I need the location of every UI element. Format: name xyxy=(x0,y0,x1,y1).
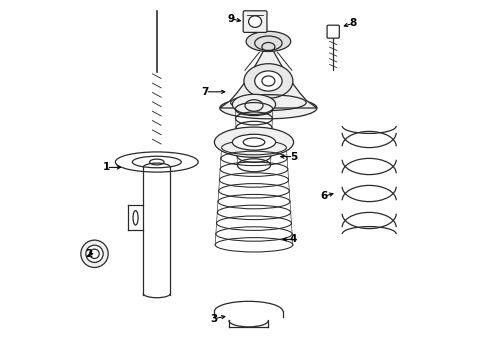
FancyBboxPatch shape xyxy=(243,11,267,32)
Ellipse shape xyxy=(232,134,275,150)
Ellipse shape xyxy=(232,94,275,114)
Ellipse shape xyxy=(220,97,317,119)
Text: 3: 3 xyxy=(211,314,218,324)
Text: 8: 8 xyxy=(349,18,357,28)
Polygon shape xyxy=(220,41,317,108)
FancyBboxPatch shape xyxy=(327,25,339,38)
Ellipse shape xyxy=(116,152,198,172)
Ellipse shape xyxy=(248,16,262,27)
Ellipse shape xyxy=(215,127,294,157)
Ellipse shape xyxy=(81,240,108,267)
Text: 2: 2 xyxy=(85,249,92,259)
Text: 5: 5 xyxy=(290,152,297,162)
Text: 1: 1 xyxy=(103,162,110,172)
Ellipse shape xyxy=(246,31,291,51)
Text: 7: 7 xyxy=(202,87,209,97)
Text: 6: 6 xyxy=(320,191,328,201)
Text: 9: 9 xyxy=(227,14,234,24)
Ellipse shape xyxy=(255,71,282,91)
Ellipse shape xyxy=(86,245,103,262)
Ellipse shape xyxy=(244,64,293,98)
Text: 4: 4 xyxy=(290,234,297,244)
